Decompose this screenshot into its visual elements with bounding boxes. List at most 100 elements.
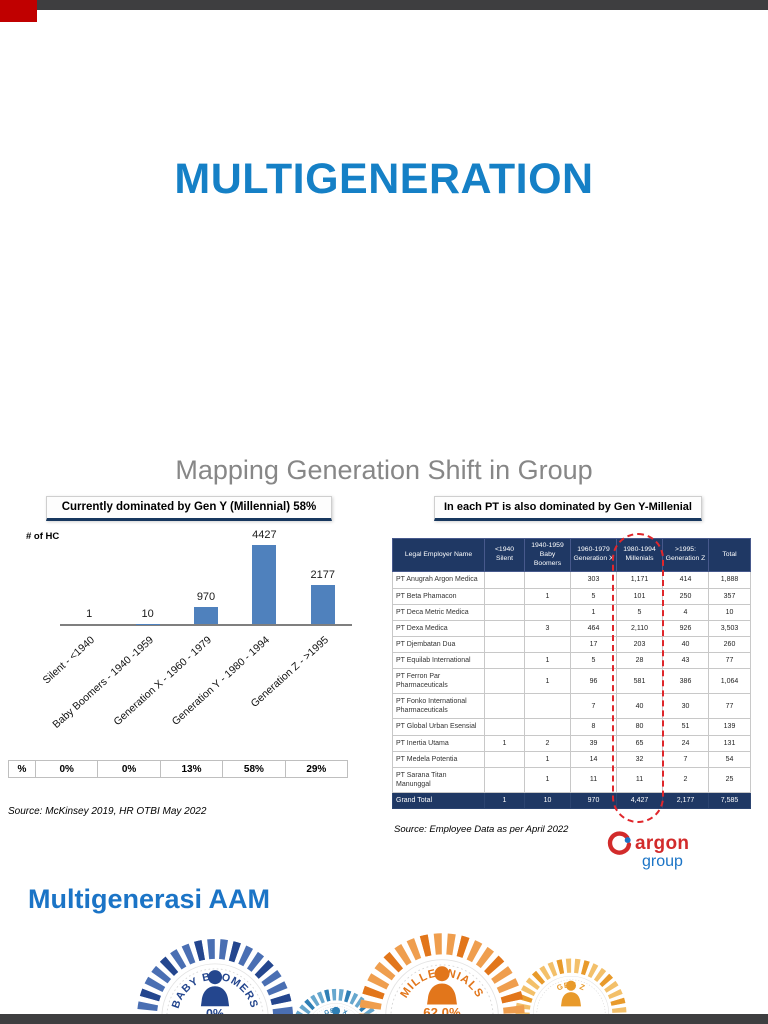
table-row: PT Anugrah Argon Medica 303 1,171 414 1,888 xyxy=(392,571,751,589)
percent-cell: 0% xyxy=(97,761,159,777)
count-cell: 1 xyxy=(484,791,525,809)
count-cell: 1 xyxy=(524,587,571,605)
percent-cell: 0% xyxy=(35,761,97,777)
column-header: Legal Employer Name xyxy=(392,537,485,573)
count-cell xyxy=(484,750,525,768)
table-row: PT Ferron Par Pharmaceuticals 1 96 581 386 1,… xyxy=(392,668,751,695)
badge-baby-boomers: BABY BOOMERS0% xyxy=(137,939,293,1024)
count-cell: 2 xyxy=(524,734,571,752)
count-cell: 1,064 xyxy=(708,668,751,695)
argon-logo-mark xyxy=(607,831,632,855)
count-cell: 54 xyxy=(708,750,751,768)
count-cell: 10 xyxy=(524,791,571,809)
bar-4 xyxy=(310,585,335,624)
table-row: PT Inertia Utama 1 2 39 65 24 131 xyxy=(392,734,751,752)
count-cell: 2,177 xyxy=(662,791,709,809)
employer-name-cell: PT Sarana Titan Manunggal xyxy=(392,766,485,793)
count-cell: 4 xyxy=(662,603,709,621)
section-title: Mapping Generation Shift in Group xyxy=(175,455,593,485)
count-cell: 464 xyxy=(570,619,617,637)
employer-name-cell: PT Global Urban Esensial xyxy=(392,718,485,736)
count-cell xyxy=(524,718,571,736)
count-cell: 1 xyxy=(524,651,571,670)
count-cell: 24 xyxy=(662,734,709,752)
header-row: Legal Employer Name <1940 Silent 1940-1959… xyxy=(392,537,751,573)
column-header: Total xyxy=(708,537,751,573)
logo-group-text: group xyxy=(642,853,683,870)
employer-name-cell: PT Deca Metric Medica xyxy=(392,603,485,621)
person-icon xyxy=(560,980,582,1007)
count-cell: 139 xyxy=(708,718,751,736)
bar-2 xyxy=(194,606,218,624)
percent-cell: 29% xyxy=(284,761,347,777)
count-cell: 1 xyxy=(484,734,525,752)
count-cell: 17 xyxy=(570,635,617,653)
bar-value-label: 2177 xyxy=(310,569,336,581)
employer-name-cell: PT Ferron Par Pharmaceuticals xyxy=(392,668,485,695)
multigenerasi-title: Multigenerasi AAM xyxy=(28,884,271,914)
bar-3 xyxy=(252,544,277,624)
count-cell xyxy=(484,587,525,605)
count-cell: 96 xyxy=(570,668,617,695)
count-cell: 4,427 xyxy=(616,791,663,809)
count-cell: 2,110 xyxy=(616,619,663,637)
count-cell: 40 xyxy=(662,635,709,653)
count-cell: 11 xyxy=(570,766,617,793)
percent-cell: 13% xyxy=(159,761,222,777)
count-cell: 3,503 xyxy=(708,619,751,637)
bar-value-label: 10 xyxy=(141,607,154,620)
left-panel-header: Currently dominated by Gen Y (Millennial… xyxy=(46,496,332,521)
count-cell xyxy=(524,635,571,653)
count-cell: 203 xyxy=(616,635,663,653)
x-axis-label: Baby Boomers - 1940 -1959 xyxy=(50,634,156,731)
count-cell: 8 xyxy=(570,718,617,736)
count-cell: 1 xyxy=(570,603,617,621)
count-cell: 10 xyxy=(708,603,751,621)
count-cell: 970 xyxy=(570,791,617,809)
left-source-note: Source: McKinsey 2019, HR OTBI May 2022 xyxy=(8,806,207,817)
x-axis-label: Silent - <1940 xyxy=(40,634,98,687)
count-cell xyxy=(484,651,525,670)
column-header: <1940 Silent xyxy=(484,537,525,573)
table-row: PT Deca Metric Medica 1 5 4 10 xyxy=(392,603,751,621)
count-cell: 1 xyxy=(524,766,571,793)
count-cell: 131 xyxy=(708,734,751,752)
bar-chart: 1 10 970 4427 2177 xyxy=(60,529,352,626)
count-cell xyxy=(484,693,525,720)
column-header: 1940-1959 Baby Boomers xyxy=(524,537,571,573)
x-axis-label: Generation Y - 1980 - 1994 xyxy=(170,634,273,728)
count-cell: 80 xyxy=(616,718,663,736)
count-cell: 77 xyxy=(708,693,751,720)
count-cell: 581 xyxy=(616,668,663,695)
count-cell xyxy=(484,571,525,589)
bar-value-label: 4427 xyxy=(252,528,277,541)
count-cell: 7 xyxy=(570,693,617,720)
percent-row: % 0% 0% 13% 58% 29% xyxy=(8,760,348,778)
employer-name-cell: Grand Total xyxy=(392,791,485,809)
count-cell: 386 xyxy=(662,668,709,695)
logo-argon-text: argon xyxy=(635,833,690,854)
count-cell: 39 xyxy=(570,734,617,752)
count-cell: 30 xyxy=(662,693,709,720)
count-cell: 1 xyxy=(524,750,571,768)
employer-name-cell: PT Medela Potentia xyxy=(392,750,485,768)
count-cell: 7,585 xyxy=(708,791,751,809)
count-cell xyxy=(524,571,571,589)
table-row: PT Medela Potentia 1 14 32 7 54 xyxy=(392,750,751,768)
person-icon xyxy=(200,970,230,1007)
employer-name-cell: PT Djembatan Dua xyxy=(392,635,485,653)
slide-title: MULTIGENERATION xyxy=(174,155,594,203)
count-cell: 5 xyxy=(570,587,617,605)
column-header: 1960-1979 Generation X xyxy=(570,537,617,573)
count-cell: 32 xyxy=(616,750,663,768)
right-source-note: Source: Employee Data as per April 2022 xyxy=(394,824,569,835)
table-row: PT Sarana Titan Manunggal 1 11 11 2 25 xyxy=(392,766,751,793)
count-cell: 357 xyxy=(708,587,751,605)
count-cell: 5 xyxy=(570,651,617,670)
grand-total-row: Grand Total 1 10 970 4,427 2,177 7,585 xyxy=(392,791,751,809)
argon-group-logo: argon group xyxy=(606,831,736,871)
count-cell: 7 xyxy=(662,750,709,768)
count-cell xyxy=(524,603,571,621)
count-cell: 14 xyxy=(570,750,617,768)
table-row: PT Dexa Medica 3 464 2,110 926 3,503 xyxy=(392,619,751,637)
